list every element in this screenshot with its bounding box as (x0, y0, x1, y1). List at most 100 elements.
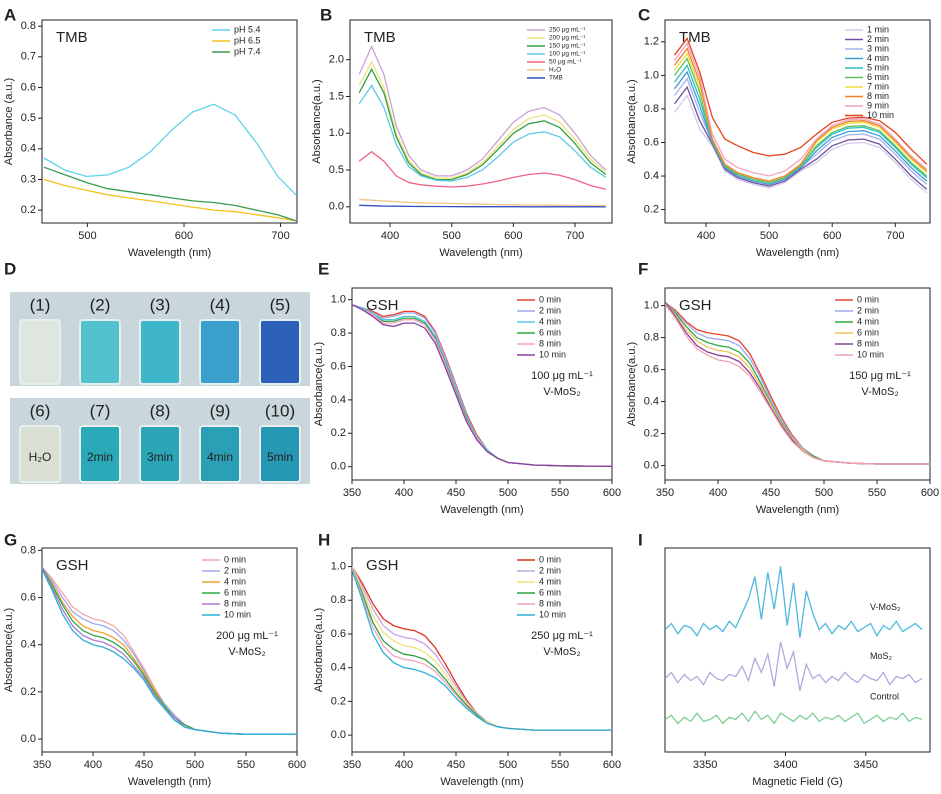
y-axis-label: Absorbance(a.u.) (313, 608, 325, 692)
series-line (358, 84, 607, 182)
y-tick-label: 0.6 (644, 364, 659, 376)
y-tick-label: 0.8 (331, 594, 346, 606)
y-tick-label: 1.5 (329, 90, 344, 102)
y-tick-label: 0.2 (331, 427, 346, 439)
x-tick-label: 500 (499, 487, 517, 499)
legend-label: 250 μg mL⁻¹ (549, 27, 586, 34)
x-tick-label: 500 (499, 759, 517, 771)
x-tick-label: 600 (603, 487, 621, 499)
panel-letter: H (318, 530, 330, 549)
x-tick-label: 700 (566, 230, 584, 242)
x-tick-label: 550 (551, 487, 569, 499)
legend-label: 8 min (539, 338, 561, 348)
legend-label: 4 min (857, 316, 879, 326)
legend-label: 5 min (867, 62, 889, 72)
y-tick-label: 0.4 (21, 639, 36, 651)
legend-label: 6 min (539, 587, 561, 597)
vial (199, 425, 241, 483)
x-tick-label: 550 (237, 759, 255, 771)
x-tick-label: 3400 (773, 759, 797, 771)
annotation: V-MoS₂ (543, 646, 580, 658)
x-tick-label: 700 (886, 230, 904, 242)
panel-letter: F (638, 259, 648, 278)
vial (139, 425, 181, 483)
y-tick-label: 0.5 (329, 164, 344, 176)
legend-label: 10 min (539, 609, 566, 619)
legend-label: 8 min (867, 91, 889, 101)
legend-label: pH 7.4 (234, 46, 261, 56)
plot-title: TMB (679, 29, 711, 46)
series-line (359, 198, 606, 207)
legend-label: 10 min (539, 349, 566, 359)
x-axis-label: Wavelength (nm) (128, 776, 211, 788)
series-line (673, 42, 928, 177)
legend-label: 0 min (539, 554, 561, 564)
panel-letter: D (4, 259, 16, 278)
x-tick-label: 500 (815, 487, 833, 499)
legend-label: 0 min (224, 554, 246, 564)
series-line (673, 47, 928, 182)
y-tick-label: 0.8 (644, 103, 659, 115)
y-tick-label: 0.8 (644, 332, 659, 344)
plot-frame (349, 19, 613, 224)
legend-label: 9 min (867, 100, 889, 110)
plot-title: TMB (56, 29, 88, 46)
x-tick-label: 600 (175, 230, 193, 242)
legend-label: 1 min (867, 24, 889, 34)
series-line (673, 37, 928, 165)
y-axis-label: Absorbance(a.u.) (3, 608, 15, 692)
x-tick-label: 3350 (693, 759, 717, 771)
annotation: V-MoS₂ (543, 386, 580, 398)
series-line (665, 641, 923, 691)
vial-label: (7) (90, 401, 111, 420)
panel-letter: I (638, 530, 643, 549)
y-tick-label: 0.4 (21, 143, 36, 155)
legend-label: 2 min (539, 305, 561, 315)
x-tick-label: 550 (868, 487, 886, 499)
vial-label: (6) (30, 401, 51, 420)
x-tick-label: 600 (288, 759, 306, 771)
vial-label: (9) (210, 401, 231, 420)
y-tick-label: 0.6 (331, 628, 346, 640)
annotation: 100 μg mL⁻¹ (531, 370, 593, 382)
vial-label: (2) (90, 295, 111, 314)
legend-label: 4 min (539, 576, 561, 586)
y-tick-label: 0.0 (329, 201, 344, 213)
x-tick-label: 450 (447, 487, 465, 499)
series-line (352, 569, 612, 731)
plot-title: TMB (364, 29, 396, 46)
y-tick-label: 0.0 (331, 729, 346, 741)
x-axis-label: Wavelength (nm) (440, 504, 523, 516)
y-tick-label: 0.2 (21, 204, 36, 216)
series-line (43, 103, 297, 196)
plot-frame (351, 287, 613, 481)
series-line (42, 568, 297, 735)
annotation: 250 μg mL⁻¹ (531, 630, 593, 642)
x-tick-label: 400 (395, 759, 413, 771)
annotation: V-MoS₂ (861, 386, 898, 398)
y-tick-label: 0.6 (21, 81, 36, 93)
y-tick-label: 0.4 (331, 662, 346, 674)
x-axis-label: Wavelength (nm) (756, 247, 839, 259)
vial-label: (1) (30, 295, 51, 314)
vial (259, 425, 301, 483)
x-tick-label: 400 (395, 487, 413, 499)
x-tick-label: 500 (186, 759, 204, 771)
vial-label: (8) (150, 401, 171, 420)
panel-letter: A (4, 5, 16, 24)
legend-label: TMB (549, 75, 563, 82)
x-axis-label: Magnetic Field (G) (752, 776, 842, 788)
legend-label: 6 min (867, 72, 889, 82)
x-tick-label: 400 (697, 230, 715, 242)
x-axis-label: Wavelength (nm) (756, 504, 839, 516)
y-tick-label: 0.8 (21, 20, 36, 32)
legend-label: 8 min (539, 598, 561, 608)
legend-label: 6 min (224, 587, 246, 597)
legend-label: 2 min (539, 565, 561, 575)
plot-frame (41, 547, 298, 753)
y-tick-label: 0.8 (21, 544, 36, 556)
y-tick-label: 1.2 (644, 36, 659, 48)
legend-label: H₂O (549, 67, 561, 74)
series-line (43, 178, 297, 222)
